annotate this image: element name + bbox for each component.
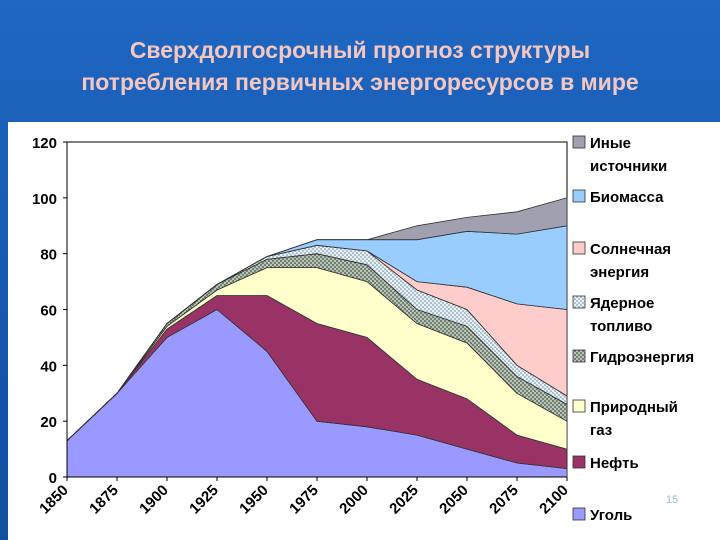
area-layers — [66, 197, 568, 478]
y-tick-label: 20 — [40, 414, 57, 431]
legend-item-2: Солнечная энергия — [572, 241, 671, 281]
legend-label: Гидроэнергия — [590, 349, 694, 366]
legend-item-5: Природный газ — [572, 399, 678, 439]
x-tick-label: 2075 — [486, 482, 522, 518]
y-tick-label: 40 — [40, 358, 57, 375]
legend-label: Уголь — [590, 507, 632, 524]
slide-title-line-2: потребления первичных энергоресурсов в м… — [81, 69, 639, 95]
legend-label: Природный — [590, 399, 678, 416]
legend-item-4: Гидроэнергия — [572, 349, 694, 366]
legend-swatch — [572, 455, 586, 469]
legend-swatch — [572, 189, 586, 203]
slide-title-line-1: Сверхдолгосрочный прогноз структуры — [129, 37, 591, 63]
legend-swatch — [572, 241, 586, 255]
slide-title: Сверхдолгосрочный прогноз структуры потр… — [0, 34, 720, 98]
legend-item-3: Ядерное топливо — [572, 295, 654, 335]
legend-label: Иные — [590, 135, 631, 152]
legend-item-0: Иные источники — [572, 135, 667, 175]
x-tick-label: 2000 — [336, 482, 372, 518]
x-tick-label: 1875 — [86, 482, 122, 518]
legend-box — [569, 131, 717, 540]
legend-swatch — [572, 349, 586, 363]
legend-label: энергия — [590, 264, 649, 281]
x-tick-label: 2050 — [436, 482, 472, 518]
x-tick-label: 2100 — [536, 482, 572, 518]
area-series-7 — [66, 197, 568, 441]
legend-label: Солнечная — [590, 241, 671, 258]
x-tick-label: 1950 — [236, 482, 272, 518]
legend-label: Нефть — [590, 455, 639, 472]
y-tick-label: 80 — [40, 247, 57, 264]
x-tick-label: 1975 — [286, 482, 322, 518]
legend-item-7: Уголь — [572, 507, 632, 524]
x-tick-label: 1900 — [136, 482, 172, 518]
legend-swatch — [572, 507, 586, 521]
y-tick-label: 60 — [40, 303, 57, 320]
legend-item-1: Биомасса — [572, 189, 664, 206]
y-tick-label: 0 — [49, 470, 57, 487]
x-tick-label: 1925 — [186, 482, 222, 518]
legend-label: источники — [590, 158, 667, 175]
x-tick-label: 1850 — [36, 482, 72, 518]
legend-swatch — [572, 295, 586, 309]
legend-swatch — [572, 135, 586, 149]
slide-number: 15 — [665, 494, 679, 506]
x-tick-label: 2025 — [386, 482, 422, 518]
y-tick-label: 120 — [32, 135, 57, 152]
legend-item-6: Нефть — [572, 455, 639, 472]
legend-swatch — [572, 399, 586, 413]
y-tick-label: 100 — [32, 191, 57, 208]
legend-label: топливо — [590, 318, 652, 335]
legend-label: Ядерное — [590, 295, 654, 312]
legend: Иные источники Биомасса Солнечная энергия Яде… — [569, 131, 717, 540]
legend-label: Биомасса — [590, 189, 664, 206]
legend-label: газ — [590, 422, 612, 439]
